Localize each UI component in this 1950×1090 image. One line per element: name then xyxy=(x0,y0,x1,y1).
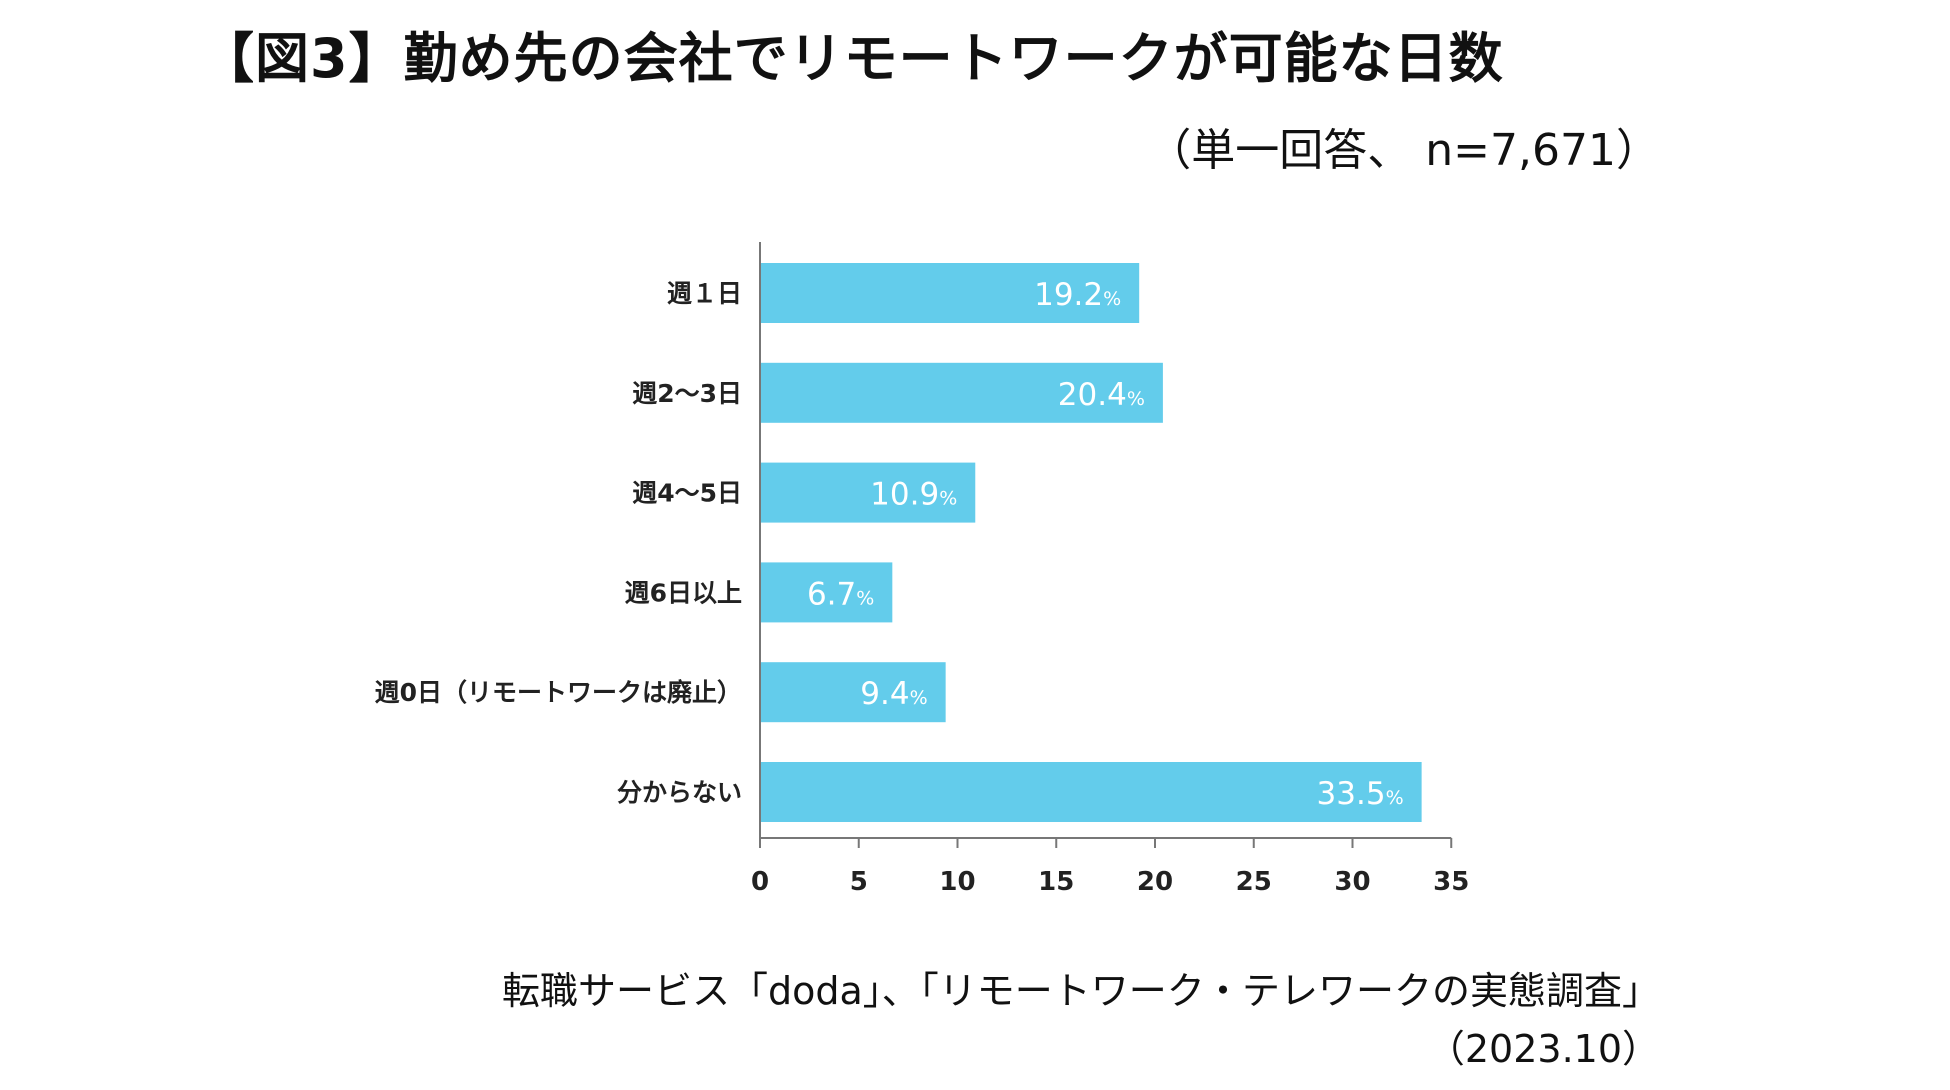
data-label: 19.2% xyxy=(1034,277,1121,313)
x-tick-label: 25 xyxy=(1236,867,1272,897)
x-tick-label: 30 xyxy=(1334,867,1370,897)
chart-title: 【図3】勤め先の会社でリモートワークが可能な日数 xyxy=(200,27,1504,90)
bar xyxy=(760,562,893,623)
category-label: 週6日以上 xyxy=(625,578,742,607)
category-label: 週１日 xyxy=(667,279,742,308)
data-label: 6.7% xyxy=(807,576,874,612)
data-label: 33.5% xyxy=(1317,776,1404,812)
source-credit: 転職サービス「doda」、「リモートワーク・テレワークの実態調査」 xyxy=(501,969,1660,1013)
x-tick-label: 35 xyxy=(1433,867,1469,897)
category-label: 週4～5日 xyxy=(632,479,742,508)
x-tick-label: 0 xyxy=(751,867,769,897)
chart-subtitle: （単一回答、 n=7,671） xyxy=(1147,125,1660,176)
x-tick-label: 15 xyxy=(1038,867,1074,897)
data-label: 9.4% xyxy=(860,676,927,712)
bar xyxy=(760,462,976,523)
category-label: 分からない xyxy=(617,778,742,807)
source-date: （2023.10） xyxy=(1426,1027,1660,1071)
bar xyxy=(760,662,946,723)
x-tick-label: 10 xyxy=(939,867,975,897)
category-label: 週0日（リモートワークは廃止） xyxy=(375,678,742,707)
bar xyxy=(760,362,1163,423)
x-tick-label: 20 xyxy=(1137,867,1173,897)
data-label: 10.9% xyxy=(870,477,957,513)
bar-chart: 週１日 19.2% 週2～3日 20.4% 週4～5日 10.9% 週6日以上 6.7% 週0日… xyxy=(375,242,1469,897)
category-label: 週2～3日 xyxy=(632,379,742,408)
bar xyxy=(760,263,1140,323)
x-tick-label: 5 xyxy=(850,867,868,897)
data-label: 20.4% xyxy=(1058,377,1145,413)
bar xyxy=(760,762,1422,822)
